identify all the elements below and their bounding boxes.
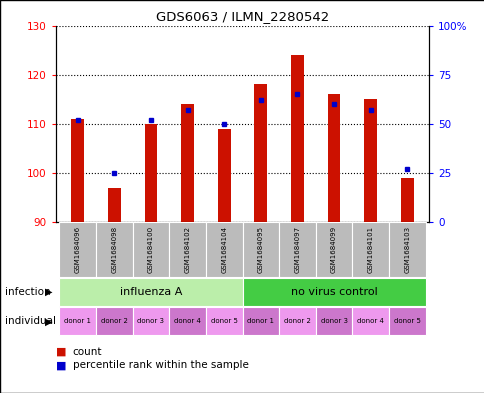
Bar bbox=[60, 307, 96, 336]
Bar bbox=[217, 129, 230, 222]
Text: GSM1684104: GSM1684104 bbox=[221, 226, 227, 273]
Text: ■: ■ bbox=[56, 347, 66, 357]
Bar bbox=[96, 222, 133, 277]
Text: donor 3: donor 3 bbox=[137, 318, 164, 324]
Text: donor 1: donor 1 bbox=[64, 318, 91, 324]
Bar bbox=[108, 187, 121, 222]
Bar bbox=[315, 222, 351, 277]
Bar bbox=[181, 104, 194, 222]
Bar bbox=[327, 94, 340, 222]
Text: donor 1: donor 1 bbox=[247, 318, 274, 324]
Bar bbox=[254, 84, 267, 222]
Bar bbox=[96, 307, 133, 336]
Bar bbox=[351, 222, 388, 277]
Bar bbox=[351, 307, 388, 336]
Bar bbox=[388, 307, 424, 336]
Bar bbox=[242, 307, 278, 336]
Bar bbox=[169, 222, 206, 277]
Bar bbox=[60, 277, 242, 306]
Bar bbox=[60, 222, 96, 277]
Text: GSM1684100: GSM1684100 bbox=[148, 226, 153, 273]
Bar bbox=[388, 222, 424, 277]
Bar bbox=[242, 222, 278, 277]
Text: ■: ■ bbox=[56, 360, 66, 371]
Text: percentile rank within the sample: percentile rank within the sample bbox=[73, 360, 248, 371]
Text: donor 5: donor 5 bbox=[393, 318, 420, 324]
Bar bbox=[315, 307, 351, 336]
Text: donor 3: donor 3 bbox=[320, 318, 347, 324]
Text: no virus control: no virus control bbox=[290, 287, 377, 297]
Bar bbox=[133, 307, 169, 336]
Text: GSM1684096: GSM1684096 bbox=[75, 226, 80, 273]
Text: ▶: ▶ bbox=[45, 316, 52, 326]
Bar bbox=[363, 99, 376, 222]
Text: count: count bbox=[73, 347, 102, 357]
Text: GSM1684098: GSM1684098 bbox=[111, 226, 117, 273]
Text: influenza A: influenza A bbox=[120, 287, 182, 297]
Text: ▶: ▶ bbox=[45, 287, 52, 297]
Bar bbox=[144, 124, 157, 222]
Bar bbox=[206, 307, 242, 336]
Bar bbox=[290, 55, 303, 222]
Bar bbox=[71, 119, 84, 222]
Text: GSM1684101: GSM1684101 bbox=[367, 226, 373, 273]
Text: GSM1684095: GSM1684095 bbox=[257, 226, 263, 273]
Text: GSM1684097: GSM1684097 bbox=[294, 226, 300, 273]
Text: GSM1684103: GSM1684103 bbox=[404, 226, 409, 273]
Text: donor 5: donor 5 bbox=[211, 318, 237, 324]
Bar bbox=[242, 277, 424, 306]
Text: GSM1684102: GSM1684102 bbox=[184, 226, 190, 273]
Text: donor 4: donor 4 bbox=[174, 318, 200, 324]
Title: GDS6063 / ILMN_2280542: GDS6063 / ILMN_2280542 bbox=[155, 10, 329, 23]
Bar bbox=[206, 222, 242, 277]
Bar bbox=[278, 222, 315, 277]
Bar bbox=[133, 222, 169, 277]
Bar bbox=[278, 307, 315, 336]
Bar bbox=[169, 307, 206, 336]
Text: individual: individual bbox=[5, 316, 56, 326]
Text: infection: infection bbox=[5, 287, 50, 297]
Bar bbox=[400, 178, 413, 222]
Text: donor 2: donor 2 bbox=[101, 318, 127, 324]
Text: GSM1684099: GSM1684099 bbox=[331, 226, 336, 273]
Text: donor 2: donor 2 bbox=[284, 318, 310, 324]
Text: donor 4: donor 4 bbox=[357, 318, 383, 324]
